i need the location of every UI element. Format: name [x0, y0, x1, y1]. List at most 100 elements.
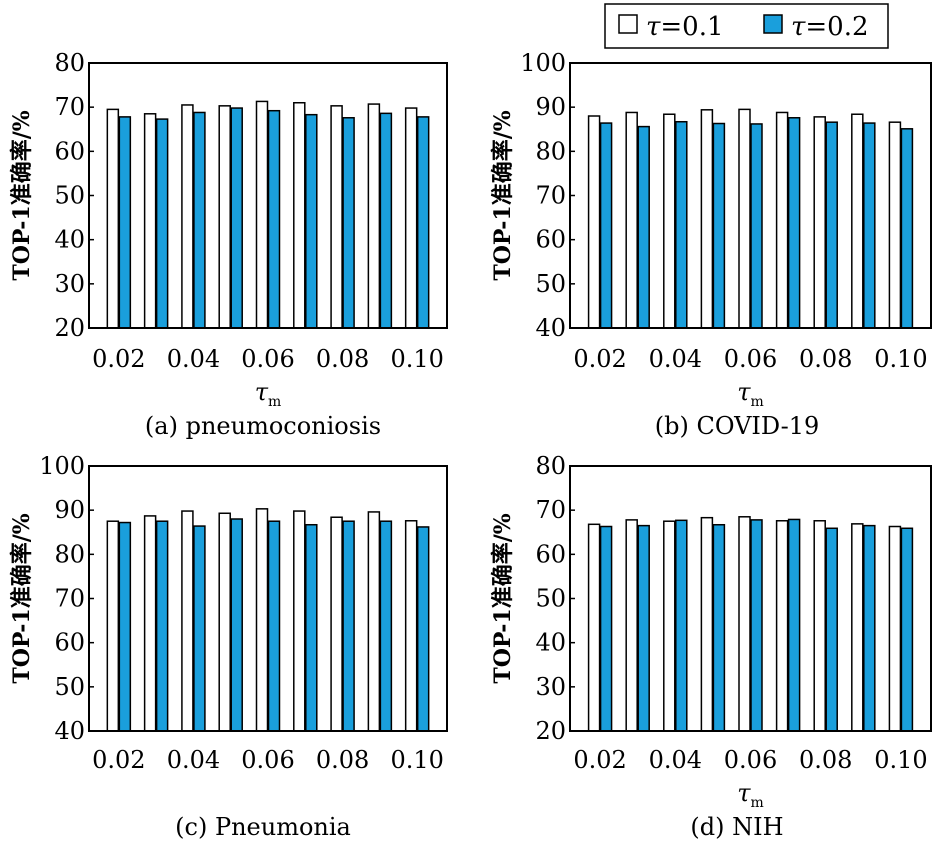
bar-series2-0.02 [118, 116, 132, 329]
bar-series2-0.04 [675, 120, 688, 329]
x-tick-label: 0.10 [390, 746, 443, 774]
x-axis-subscript: m [268, 394, 281, 410]
panel-caption: (c) Pneumonia [175, 813, 351, 841]
bar-series1-0.03 [143, 515, 157, 732]
bar-series2-0.09 [863, 122, 876, 329]
y-axis-label: TOP-1准确率/% [490, 513, 516, 683]
y-tick-label: 50 [54, 182, 85, 210]
y-axis-label: TOP-1准确率/% [9, 513, 35, 683]
bar-series1-0.02 [587, 523, 601, 732]
bar-series2-0.09 [863, 524, 876, 732]
bar-series2-0.04 [675, 519, 688, 732]
bar-series1-0.07 [293, 102, 306, 329]
x-axis-subscript: m [751, 394, 764, 410]
x-tick-label: 0.08 [799, 746, 852, 774]
bar-series2-0.02 [599, 525, 613, 732]
y-axis-label: TOP-1准确率/% [490, 110, 516, 280]
y-tick-label: 30 [54, 270, 85, 298]
bar-series2-0.09 [379, 520, 393, 732]
bar-series2-0.08 [342, 520, 355, 732]
bar-series2-0.08 [342, 117, 355, 329]
y-tick-label: 70 [535, 182, 566, 210]
bar-series1-0.06 [738, 108, 751, 329]
y-tick-label: 70 [535, 496, 566, 524]
bar-series1-0.09 [851, 523, 864, 732]
legend-symbol-2: τ [791, 12, 806, 42]
bar-series2-0.06 [750, 519, 763, 732]
bar-series2-0.05 [712, 122, 726, 329]
y-tick-label: 50 [535, 585, 566, 613]
panel-caption: (a) pneumoconiosis [145, 412, 381, 440]
bar-series2-0.04 [193, 525, 206, 732]
y-tick-label: 80 [535, 137, 566, 165]
bar-series1-0.04 [663, 113, 676, 329]
y-tick-label: 60 [535, 226, 566, 254]
bar-series2-0.08 [825, 121, 838, 329]
bar-series1-0.03 [625, 519, 638, 732]
y-tick-label: 100 [39, 452, 85, 480]
chart-panel-2: 40 50 60 70 80 90 100 0.02 0.04 0.06 0.08 0.10 TOP-1… [490, 49, 932, 440]
bar-series1-0.09 [367, 511, 381, 732]
bar-series1-0.09 [851, 113, 864, 329]
bar-series1-0.02 [587, 115, 601, 329]
bar-series1-0.04 [663, 520, 676, 732]
bar-series2-0.03 [637, 524, 650, 732]
bar-series2-0.02 [118, 521, 132, 732]
bar-series2-0.10 [416, 526, 430, 732]
legend-value-1: =0.1 [660, 12, 723, 42]
bar-series1-0.07 [775, 111, 789, 329]
x-tick-label: 0.08 [316, 746, 369, 774]
bar-series2-0.06 [750, 123, 763, 329]
bar-series2-0.07 [787, 117, 801, 329]
legend-frame [604, 3, 889, 49]
bar-series2-0.08 [825, 527, 838, 732]
bar-series1-0.04 [181, 510, 194, 732]
bar-series1-0.09 [367, 103, 381, 329]
x-tick-label: 0.04 [649, 345, 702, 373]
bar-series2-0.07 [305, 113, 318, 329]
y-tick-label: 100 [520, 49, 566, 77]
bar-series1-0.05 [218, 512, 231, 732]
bar-series2-0.05 [712, 523, 726, 732]
bar-series1-0.10 [404, 520, 418, 732]
x-tick-label: 0.06 [724, 345, 777, 373]
x-tick-label: 0.10 [390, 345, 443, 373]
legend-swatch-1 [618, 14, 638, 34]
bar-series1-0.06 [255, 100, 269, 329]
legend-symbol-1: τ [646, 12, 661, 42]
y-tick-label: 40 [54, 717, 85, 745]
bar-series2-0.03 [155, 520, 169, 732]
legend-swatch-2 [763, 14, 783, 34]
y-axis-label: TOP-1准确率/% [9, 110, 35, 280]
bar-series2-0.07 [305, 523, 318, 732]
x-tick-label: 0.02 [92, 746, 145, 774]
bar-series1-0.03 [143, 113, 157, 329]
bar-series1-0.02 [106, 108, 120, 329]
bar-series1-0.05 [700, 109, 714, 329]
bar-series1-0.08 [330, 105, 343, 329]
bar-series2-0.09 [379, 112, 393, 329]
y-tick-label: 70 [54, 93, 85, 121]
bar-series2-0.04 [193, 111, 206, 329]
bar-series2-0.02 [599, 122, 613, 329]
panel-caption: (b) COVID-19 [655, 412, 819, 440]
bar-series2-0.06 [267, 520, 281, 732]
bar-series2-0.03 [637, 125, 650, 329]
bar-series1-0.04 [181, 104, 194, 329]
bar-series1-0.05 [218, 105, 231, 329]
x-axis-label: τm [737, 779, 764, 811]
chart-panel-4: 20 30 40 50 60 70 80 0.02 0.04 0.06 0.08 0.10 TOP-1准… [490, 452, 932, 841]
y-tick-label: 90 [535, 93, 566, 121]
bar-series1-0.07 [293, 510, 306, 732]
x-axis-symbol: τ [737, 378, 751, 406]
y-tick-label: 60 [535, 540, 566, 568]
y-tick-label: 90 [54, 496, 85, 524]
bar-series1-0.08 [813, 520, 826, 732]
y-tick-label: 40 [54, 226, 85, 254]
x-tick-label: 0.10 [874, 746, 927, 774]
x-tick-label: 0.08 [799, 345, 852, 373]
bar-series1-0.06 [255, 508, 269, 732]
bar-series2-0.05 [230, 107, 243, 329]
x-tick-label: 0.04 [167, 746, 220, 774]
x-axis-symbol: τ [255, 378, 269, 406]
